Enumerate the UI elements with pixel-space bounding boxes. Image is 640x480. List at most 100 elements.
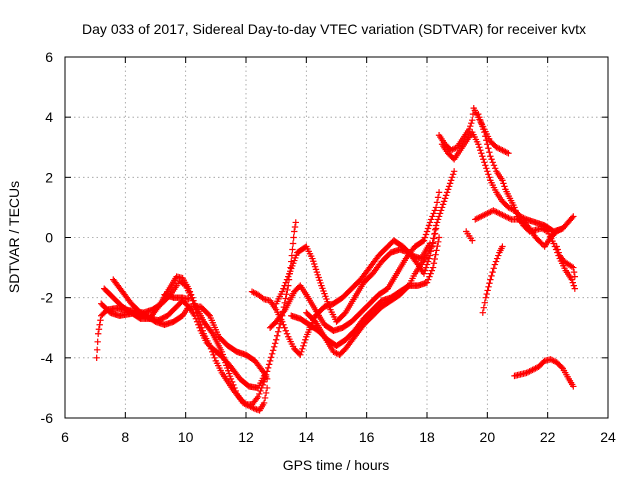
data-point [547, 356, 554, 363]
data-point [232, 387, 239, 395]
data-point [475, 141, 482, 148]
data-point [558, 363, 565, 371]
data-point [499, 243, 506, 250]
data-point [482, 210, 490, 218]
data-point [541, 226, 548, 234]
data-point [97, 317, 104, 324]
data-point [480, 304, 488, 311]
data-point [570, 282, 578, 289]
data-point [550, 357, 557, 365]
data-point [497, 210, 505, 218]
data-point [499, 177, 506, 184]
data-point [553, 228, 560, 235]
data-point [269, 347, 277, 354]
data-point [505, 150, 512, 157]
data-point [468, 119, 475, 127]
data-point [267, 354, 275, 361]
data-point [435, 189, 443, 196]
data-point [154, 304, 161, 312]
data-point [508, 205, 515, 213]
data-point [434, 242, 441, 250]
data-point [435, 213, 443, 220]
data-point [192, 315, 200, 322]
data-point [486, 280, 493, 287]
data-point [484, 141, 491, 148]
data-point [449, 146, 456, 153]
x-tick-label: 22 [540, 429, 556, 445]
data-point [242, 401, 250, 408]
data-point [430, 260, 438, 267]
data-point [529, 366, 536, 374]
data-point [524, 368, 532, 376]
data-point [568, 263, 575, 270]
data-point [279, 288, 286, 295]
data-point [432, 204, 440, 211]
data-point [211, 354, 218, 362]
data-point [434, 216, 442, 223]
x-tick-label: 16 [359, 429, 375, 445]
data-point [434, 194, 442, 201]
data-point [501, 183, 508, 190]
data-point [513, 210, 520, 217]
data-point [478, 213, 485, 220]
data-point [245, 402, 253, 410]
data-point [435, 238, 442, 245]
data-point [556, 226, 563, 234]
data-point [484, 210, 491, 217]
data-point [429, 213, 436, 220]
data-point [472, 216, 479, 223]
data-point [430, 235, 438, 242]
data-point [94, 330, 102, 337]
data-point [195, 321, 202, 328]
data-point [481, 129, 488, 136]
data-point [445, 183, 453, 190]
data-point [432, 251, 439, 258]
data-point [283, 291, 290, 298]
data-point [432, 225, 440, 232]
data-point [478, 119, 485, 127]
data-point [447, 177, 455, 184]
data-point [264, 364, 272, 372]
data-point [492, 258, 500, 265]
data-point [254, 393, 262, 401]
data-point [274, 328, 282, 335]
x-tick-label: 10 [178, 429, 194, 445]
data-point [505, 204, 512, 211]
data-points [93, 104, 579, 414]
data-point [260, 399, 268, 407]
data-point [499, 147, 506, 154]
data-point [493, 255, 501, 262]
chart-title: Day 033 of 2017, Sidereal Day-to-day VTE… [82, 21, 586, 37]
data-point [190, 297, 197, 304]
data-point [568, 276, 575, 283]
data-point [493, 144, 500, 151]
data-point [480, 156, 487, 163]
data-point [555, 249, 562, 256]
data-point [291, 228, 298, 235]
data-point [429, 240, 437, 247]
data-point [482, 133, 489, 140]
x-tick-label: 8 [121, 429, 129, 445]
data-point [466, 126, 473, 133]
data-point [479, 212, 487, 219]
data-point [231, 384, 238, 392]
data-point [548, 356, 556, 364]
data-point [253, 395, 261, 402]
data-point [261, 394, 269, 402]
data-point [433, 219, 441, 226]
data-point [271, 340, 279, 347]
data-point [426, 219, 434, 226]
data-point [423, 228, 431, 235]
data-point [251, 289, 259, 297]
data-point [484, 287, 491, 294]
data-point [478, 150, 485, 157]
y-tick-label: 2 [45, 169, 53, 185]
data-point [570, 383, 577, 390]
data-point [186, 288, 194, 295]
data-point [496, 145, 503, 152]
data-point [290, 234, 297, 241]
data-point [530, 365, 538, 373]
data-point [426, 273, 433, 280]
data-point [187, 291, 195, 298]
data-point [185, 285, 192, 292]
